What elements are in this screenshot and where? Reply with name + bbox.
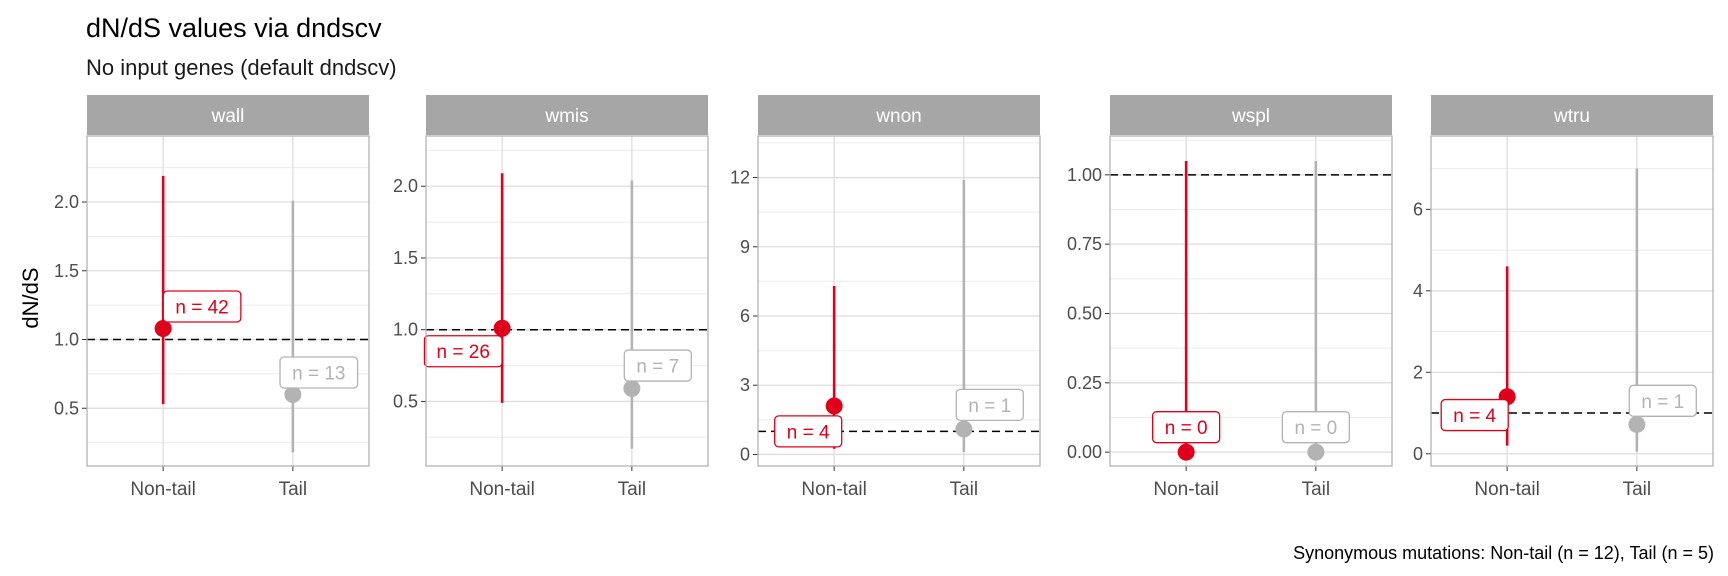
y-tick-label: 0 — [740, 444, 750, 464]
y-tick-label: 1.5 — [393, 248, 418, 268]
count-label-box — [955, 388, 1024, 421]
y-tick-label: 6 — [1413, 199, 1423, 219]
chart-title: dN/dS values via dndscv — [86, 13, 382, 43]
point-non-tail — [154, 320, 172, 337]
facet-strip-label: wmis — [544, 106, 588, 127]
panel-border — [757, 135, 1041, 467]
facet-strip — [426, 95, 708, 135]
point-non-tail — [1177, 443, 1195, 461]
count-label-box — [162, 290, 242, 323]
y-tick-label: 2.0 — [393, 176, 418, 196]
y-tick-label: 3 — [740, 375, 750, 395]
y-tick-label: 12 — [730, 168, 750, 188]
panel-border — [86, 135, 370, 467]
count-label-box — [423, 335, 503, 368]
y-tick-label: 2 — [1413, 362, 1423, 382]
facet-strip — [87, 95, 369, 135]
count-label: n = 1 — [1641, 392, 1684, 413]
count-label: n = 7 — [636, 357, 679, 378]
point-tail — [1307, 443, 1325, 461]
x-tick-label: Tail — [950, 479, 979, 500]
y-tick-label: 6 — [740, 306, 750, 326]
x-tick-label: Tail — [1623, 479, 1652, 500]
facet-strip — [1431, 95, 1713, 135]
point-non-tail — [493, 319, 511, 337]
y-tick-label: 1.0 — [393, 320, 418, 340]
facet-wspl: wspl 0.00 0.25 0.50 0.75 1.00 Non-tail Tail n = … — [1067, 95, 1393, 500]
count-label: n = 0 — [1294, 418, 1337, 439]
count-label: n = 1 — [968, 396, 1011, 417]
count-label-box — [774, 415, 843, 448]
facet-strip-label: wall — [211, 106, 245, 127]
x-tick-label: Tail — [279, 479, 308, 500]
y-tick-label: 0.50 — [1067, 303, 1102, 323]
count-label-box — [623, 349, 692, 382]
x-tick-label: Non-tail — [1474, 479, 1539, 500]
count-label: n = 4 — [787, 422, 830, 443]
facet-strip — [1110, 95, 1392, 135]
count-label: n = 4 — [1453, 406, 1496, 427]
point-tail — [284, 386, 302, 403]
count-label: n = 0 — [1165, 418, 1208, 439]
y-tick-label: 9 — [740, 237, 750, 257]
facet-wtru: wtru 0 2 4 6 Non-tail Tail n = 4 n = 1 — [1413, 95, 1714, 500]
facet-wnon: wnon 0 3 6 9 12 Non-tail Tail n = 4 n = 1 — [730, 95, 1041, 500]
chart-caption: Synonymous mutations: Non-tail (n = 12),… — [1293, 543, 1714, 563]
x-tick-label: Non-tail — [469, 479, 534, 500]
y-tick-label: 0 — [1413, 444, 1423, 464]
point-non-tail — [825, 397, 843, 415]
y-tick-label: 0.00 — [1067, 442, 1102, 462]
facet-strip-label: wnon — [875, 106, 921, 127]
y-tick-label: 0.75 — [1067, 234, 1102, 254]
x-tick-label: Tail — [618, 479, 647, 500]
y-tick-label: 0.5 — [54, 398, 79, 418]
y-tick-label: 4 — [1413, 281, 1423, 301]
x-tick-label: Tail — [1302, 479, 1331, 500]
facet-wall: wall 0.5 1.0 1.5 2.0 Non-tail Tail n = 42 n = 13 — [54, 95, 370, 500]
point-tail — [623, 380, 641, 398]
count-label: n = 26 — [437, 342, 490, 363]
panel-border — [425, 135, 709, 467]
count-label: n = 42 — [175, 298, 228, 319]
y-tick-label: 1.00 — [1067, 165, 1102, 185]
x-tick-label: Non-tail — [130, 479, 195, 500]
facet-strip-label: wtru — [1553, 106, 1590, 127]
point-tail — [1628, 415, 1646, 433]
chart-subtitle: No input genes (default dndscv) — [86, 55, 397, 80]
x-tick-label: Non-tail — [801, 479, 866, 500]
panel-border — [1430, 135, 1714, 467]
count-label-box — [279, 356, 359, 389]
count-label: n = 13 — [292, 364, 345, 385]
y-tick-label: 2.0 — [54, 192, 79, 212]
facet-strip-label: wspl — [1231, 106, 1270, 127]
panel-border — [1109, 135, 1393, 467]
y-tick-label: 1.0 — [54, 330, 79, 350]
count-label-box — [1628, 384, 1697, 417]
facet-strip — [758, 95, 1040, 135]
count-label-box — [1281, 411, 1351, 444]
y-axis-label: dN/dS — [18, 267, 43, 328]
y-tick-label: 0.5 — [393, 391, 418, 411]
y-tick-label: 1.5 — [54, 261, 79, 281]
facet-wmis: wmis 0.5 1.0 1.5 2.0 Non-tail Tail n = 26 n = 7 — [393, 95, 709, 500]
count-label-box — [1151, 411, 1221, 444]
count-label-box — [1440, 398, 1509, 432]
x-tick-label: Non-tail — [1153, 479, 1218, 500]
point-tail — [955, 420, 973, 438]
y-tick-label: 0.25 — [1067, 373, 1102, 393]
